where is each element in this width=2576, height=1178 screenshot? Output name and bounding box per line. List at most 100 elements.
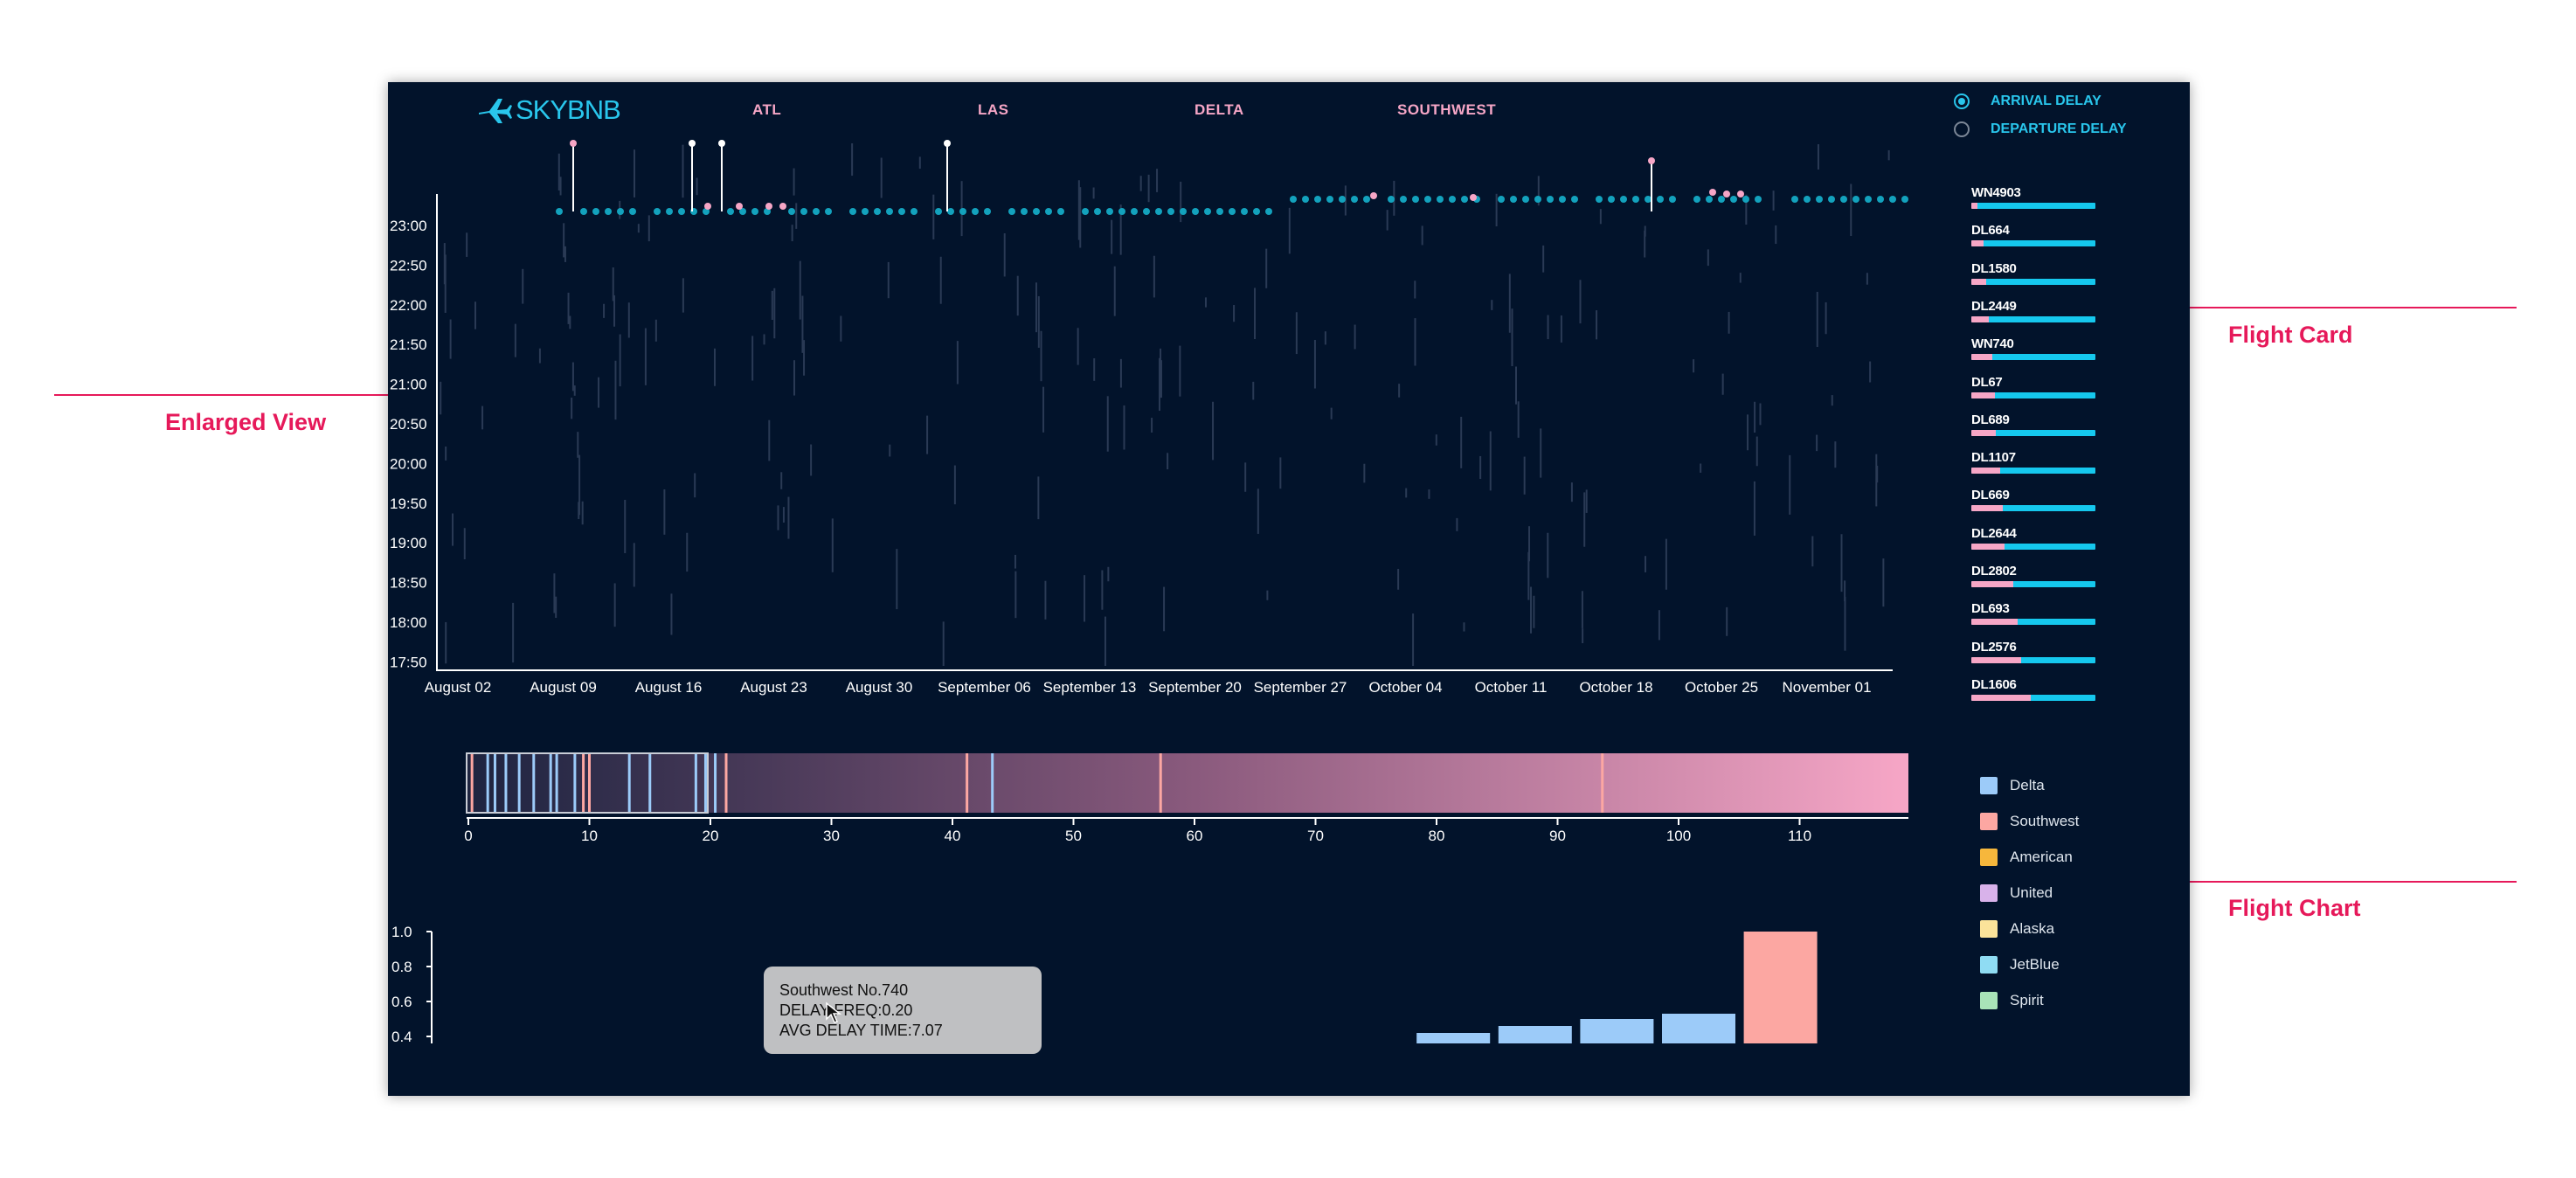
late-dot[interactable] [1737, 191, 1744, 197]
delay-dot[interactable] [1816, 196, 1823, 203]
brush-selection[interactable] [466, 752, 709, 814]
logo[interactable]: SKYBNB [477, 94, 621, 126]
flight-card[interactable]: WN4903 [1971, 185, 2095, 220]
flight-bar[interactable] [1662, 1014, 1735, 1043]
delay-spike-dot[interactable] [570, 140, 577, 147]
delay-dot[interactable] [1082, 208, 1089, 215]
brush-track[interactable] [467, 753, 1908, 813]
delay-dot[interactable] [605, 208, 612, 215]
delay-dot[interactable] [1290, 196, 1297, 203]
delay-dot[interactable] [1755, 196, 1762, 203]
legend-item[interactable]: United [1980, 875, 2079, 911]
delay-spike-dot[interactable] [1648, 157, 1655, 164]
delay-dot[interactable] [1828, 196, 1835, 203]
delay-dot[interactable] [739, 208, 746, 215]
delay-dot[interactable] [1241, 208, 1248, 215]
delay-dot[interactable] [1326, 196, 1333, 203]
range-brush[interactable]: 0102030405060708090100110120 [388, 746, 1908, 842]
arrival-delay-option[interactable]: ARRIVAL DELAY [1954, 94, 2102, 109]
delay-dot[interactable] [1388, 196, 1395, 203]
delay-dot[interactable] [1057, 208, 1064, 215]
delay-dot[interactable] [1547, 196, 1554, 203]
legend-item[interactable]: Alaska [1980, 911, 2079, 946]
flight-bar[interactable] [1498, 1026, 1572, 1043]
delay-dot[interactable] [1412, 196, 1419, 203]
delay-dot[interactable] [1840, 196, 1847, 203]
delay-dot[interactable] [1021, 208, 1028, 215]
delay-dot[interactable] [1155, 208, 1162, 215]
delay-dot[interactable] [825, 208, 832, 215]
delay-dot[interactable] [1865, 196, 1872, 203]
flight-card[interactable]: DL664 [1971, 223, 2095, 258]
delay-dot[interactable] [592, 208, 599, 215]
delay-spike-dot[interactable] [944, 140, 951, 147]
delay-dot[interactable] [1645, 196, 1652, 203]
delay-dot[interactable] [788, 208, 795, 215]
radio-selected-icon[interactable] [1954, 94, 1970, 109]
delay-dot[interactable] [1620, 196, 1627, 203]
delay-dot[interactable] [813, 208, 820, 215]
delay-dot[interactable] [1791, 196, 1798, 203]
flight-card[interactable]: WN740 [1971, 336, 2095, 371]
delay-dot[interactable] [666, 208, 673, 215]
delay-dot[interactable] [1192, 208, 1199, 215]
delay-dot[interactable] [580, 208, 587, 215]
delay-spike-dot[interactable] [718, 140, 725, 147]
flight-card[interactable]: DL2449 [1971, 299, 2095, 334]
delay-dot[interactable] [1571, 196, 1578, 203]
delay-dot[interactable] [1877, 196, 1884, 203]
delay-dot[interactable] [654, 208, 661, 215]
radio-unselected-icon[interactable] [1954, 121, 1970, 137]
delay-dot[interactable] [1730, 196, 1737, 203]
delay-dot[interactable] [629, 208, 636, 215]
flight-card[interactable]: DL1606 [1971, 677, 2095, 712]
delay-dot[interactable] [947, 208, 954, 215]
flight-card[interactable]: DL67 [1971, 375, 2095, 410]
filter-atl[interactable]: ATL [752, 101, 782, 118]
delay-dot[interactable] [1180, 208, 1187, 215]
delay-dot[interactable] [1657, 196, 1664, 203]
filter-southwest[interactable]: SOUTHWEST [1397, 101, 1497, 118]
delay-dot[interactable] [1229, 208, 1236, 215]
delay-dot[interactable] [1008, 208, 1015, 215]
flight-card[interactable]: DL689 [1971, 412, 2095, 447]
delay-dot[interactable] [1265, 208, 1272, 215]
delay-dot[interactable] [800, 208, 807, 215]
delay-dot[interactable] [1559, 196, 1566, 203]
flight-bar[interactable] [1743, 932, 1818, 1043]
flight-card[interactable]: DL2802 [1971, 564, 2095, 599]
delay-dot[interactable] [984, 208, 991, 215]
late-dot[interactable] [1723, 191, 1730, 197]
legend-item[interactable]: Spirit [1980, 982, 2079, 1018]
delay-dot[interactable] [1131, 208, 1138, 215]
delay-dot[interactable] [1669, 196, 1676, 203]
delay-dot[interactable] [1632, 196, 1639, 203]
legend-item[interactable]: American [1980, 839, 2079, 875]
delay-dot[interactable] [1852, 196, 1859, 203]
flight-card[interactable]: DL1107 [1971, 450, 2095, 485]
filter-delta[interactable]: DELTA [1195, 101, 1244, 118]
delay-dot[interactable] [1094, 208, 1101, 215]
delay-dot[interactable] [617, 208, 624, 215]
delay-dot[interactable] [1253, 208, 1260, 215]
enlarged-view[interactable]: 23:00 22:50 22:00 21:50 21:00 20:50 20:00 19:50… [388, 82, 1908, 711]
late-dot[interactable] [704, 203, 711, 210]
delay-dot[interactable] [556, 208, 563, 215]
delay-dot[interactable] [1363, 196, 1370, 203]
departure-delay-option[interactable]: DEPARTURE DELAY [1954, 121, 2127, 137]
delay-dot[interactable] [874, 208, 881, 215]
delay-dot[interactable] [911, 208, 918, 215]
delay-dot[interactable] [1302, 196, 1309, 203]
delay-dot[interactable] [1204, 208, 1211, 215]
delay-dot[interactable] [898, 208, 905, 215]
delay-dot[interactable] [1742, 196, 1749, 203]
late-dot[interactable] [1370, 192, 1377, 199]
filter-las[interactable]: LAS [978, 101, 1009, 118]
flight-card[interactable]: DL693 [1971, 601, 2095, 636]
delay-dot[interactable] [886, 208, 893, 215]
late-dot[interactable] [765, 203, 772, 210]
delay-dot[interactable] [1045, 208, 1052, 215]
flight-bar[interactable] [1580, 1019, 1654, 1043]
flight-card[interactable]: DL2644 [1971, 526, 2095, 561]
flight-card[interactable]: DL1580 [1971, 261, 2095, 296]
